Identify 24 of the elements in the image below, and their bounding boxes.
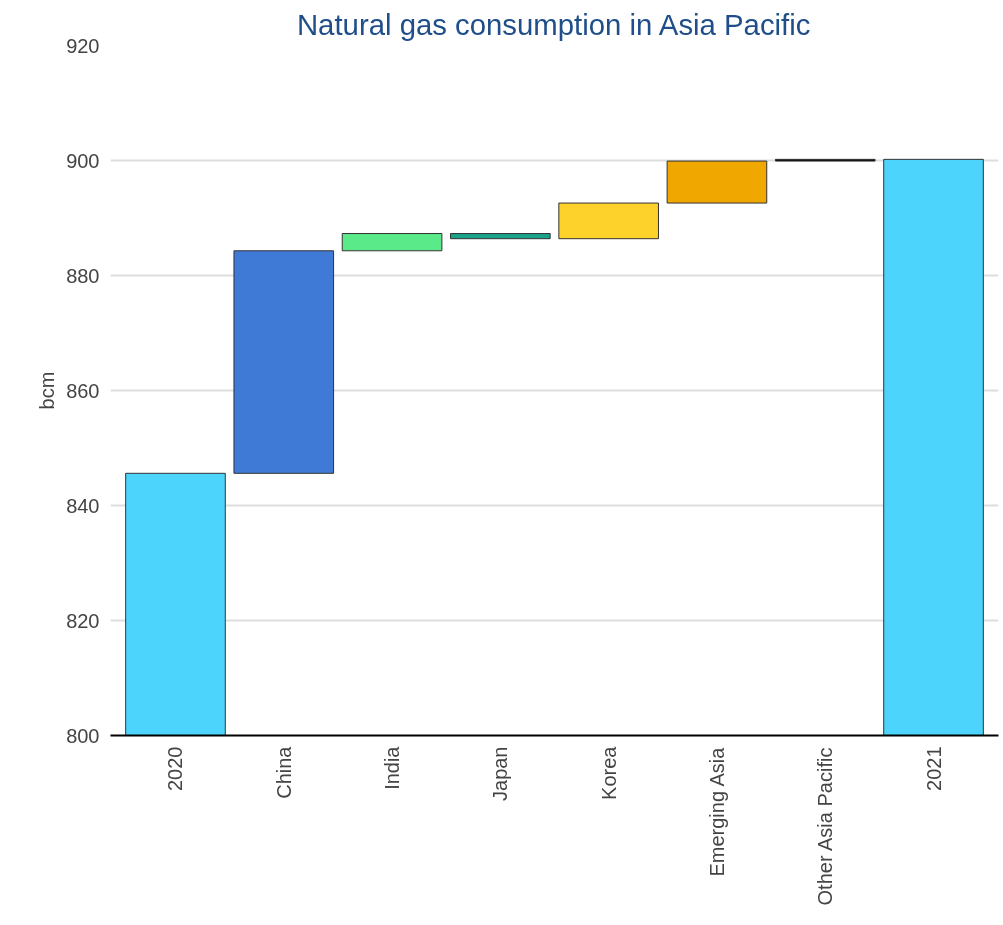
y-tick-label: 900 [66, 149, 100, 172]
bar [558, 202, 659, 240]
chart-title: Natural gas consumption in Asia Pacific [296, 7, 811, 41]
x-tick-label: Japan [489, 746, 512, 801]
x-tick-label: Korea [597, 745, 620, 800]
bar [450, 233, 551, 240]
bar [666, 160, 768, 204]
x-tick-label: Other Asia Pacific [814, 747, 837, 906]
y-tick-label: 860 [66, 379, 100, 402]
x-tick-label: Emerging Asia [705, 746, 728, 877]
bar [125, 472, 226, 736]
bar [883, 158, 984, 736]
y-tick-label: 840 [66, 494, 100, 517]
y-axis-title: bcm [36, 371, 59, 410]
y-tick-label: 800 [66, 724, 100, 747]
x-tick-label: 2021 [922, 746, 945, 791]
bar [233, 250, 335, 474]
y-tick-label: 920 [66, 34, 100, 57]
bar [341, 233, 443, 252]
x-tick-label: China [272, 745, 295, 799]
x-tick-label: India [381, 745, 404, 790]
y-tick-label: 820 [66, 609, 100, 632]
y-tick-label: 880 [66, 264, 100, 287]
x-tick-label: 2020 [164, 746, 187, 791]
